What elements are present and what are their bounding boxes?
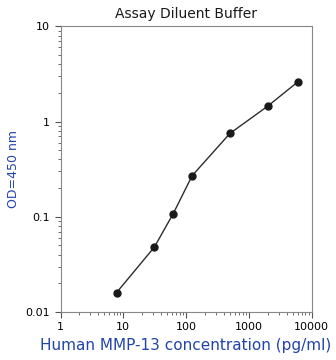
X-axis label: Human MMP-13 concentration (pg/ml): Human MMP-13 concentration (pg/ml) xyxy=(40,338,332,353)
Y-axis label: OD=450 nm: OD=450 nm xyxy=(7,130,20,208)
Title: Assay Diluent Buffer: Assay Diluent Buffer xyxy=(115,7,257,21)
